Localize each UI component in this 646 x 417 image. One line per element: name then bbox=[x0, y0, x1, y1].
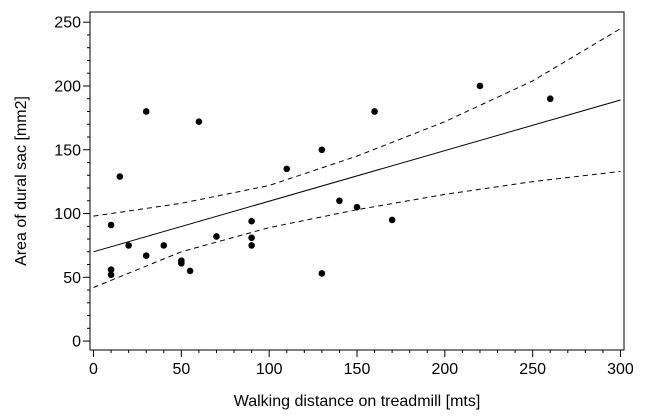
fit-lines bbox=[93, 28, 621, 288]
y-axis-tick-labels: 0 50 100 150 200 250 bbox=[54, 15, 81, 351]
x-tick-label: 200 bbox=[431, 361, 458, 378]
data-point bbox=[371, 108, 378, 115]
data-point bbox=[107, 221, 115, 229]
data-point bbox=[142, 108, 150, 115]
data-point bbox=[248, 234, 255, 242]
y-tick-label: 0 bbox=[72, 334, 81, 351]
regression-line bbox=[93, 99, 621, 253]
y-tick-label: 100 bbox=[54, 206, 81, 223]
x-axis-label: Walking distance on treadmill [mts] bbox=[234, 393, 481, 410]
x-axis-tick-labels: 0 50 100 150 200 250 300 bbox=[89, 361, 634, 378]
data-point bbox=[546, 95, 554, 103]
data-point bbox=[125, 242, 132, 249]
y-tick-label: 250 bbox=[54, 15, 81, 32]
confidence-lower-line bbox=[93, 170, 621, 288]
y-axis-ticks bbox=[83, 21, 90, 342]
data-point bbox=[195, 118, 203, 125]
data-point bbox=[353, 203, 361, 211]
data-point bbox=[336, 197, 343, 205]
data-point bbox=[318, 146, 326, 154]
data-point bbox=[318, 270, 326, 277]
data-point bbox=[107, 266, 115, 273]
x-tick-label: 100 bbox=[256, 361, 283, 378]
data-point bbox=[388, 216, 396, 224]
data-point bbox=[283, 165, 291, 173]
x-axis-ticks bbox=[93, 350, 621, 357]
data-point bbox=[160, 242, 168, 249]
y-tick-label: 150 bbox=[54, 142, 81, 159]
data-point bbox=[178, 259, 185, 267]
data-point bbox=[248, 242, 255, 249]
data-point bbox=[186, 267, 194, 275]
confidence-upper-line bbox=[93, 28, 621, 217]
data-points bbox=[107, 82, 554, 279]
plot-frame bbox=[89, 11, 625, 351]
data-point bbox=[116, 173, 124, 180]
x-tick-label: 300 bbox=[607, 361, 634, 378]
y-tick-label: 50 bbox=[63, 270, 81, 287]
data-point bbox=[248, 217, 255, 225]
y-tick-label: 200 bbox=[54, 78, 81, 95]
x-tick-label: 0 bbox=[89, 361, 98, 378]
data-point bbox=[213, 233, 220, 240]
x-tick-label: 150 bbox=[344, 361, 371, 378]
data-point bbox=[142, 252, 150, 259]
x-tick-label: 50 bbox=[172, 361, 190, 378]
data-point bbox=[476, 82, 484, 90]
x-tick-label: 250 bbox=[519, 361, 546, 378]
y-axis-label: Area of dural sac [mm2] bbox=[13, 96, 30, 266]
data-point bbox=[107, 271, 115, 279]
